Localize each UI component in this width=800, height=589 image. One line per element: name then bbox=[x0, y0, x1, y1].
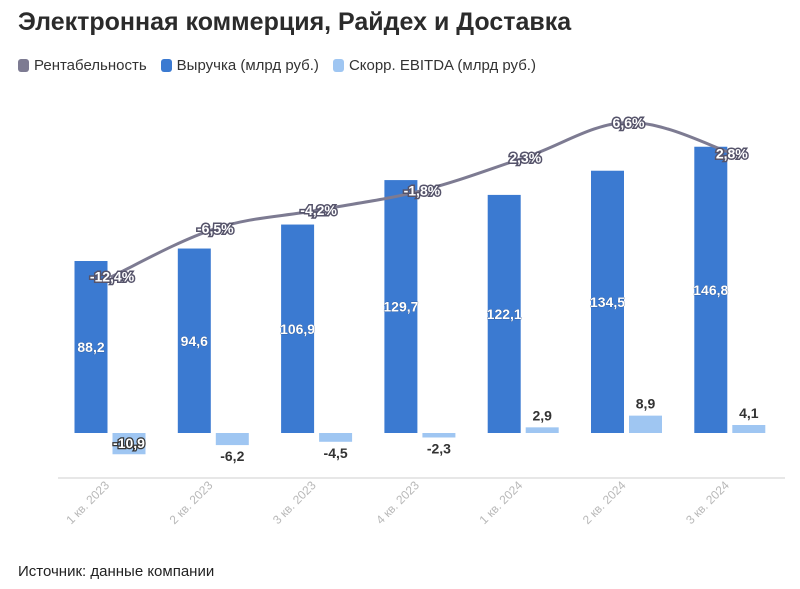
legend-swatch-revenue bbox=[160, 59, 172, 72]
ebitda-label: 4,1 bbox=[739, 405, 759, 421]
ebitda-bar bbox=[422, 433, 456, 438]
x-tick-label: 1 кв. 2024 bbox=[477, 478, 526, 527]
x-tick-label: 4 кв. 2023 bbox=[373, 478, 422, 527]
ebitda-label: 8,9 bbox=[636, 396, 656, 412]
ebitda-label: -2,3 bbox=[427, 440, 451, 456]
revenue-label: 146,8 bbox=[693, 282, 728, 298]
margin-label: -1,8% bbox=[404, 183, 441, 199]
x-tick-label: 3 кв. 2023 bbox=[270, 478, 319, 527]
x-tick-label: 1 кв. 2023 bbox=[63, 478, 112, 527]
legend-item-margin: Рентабельность bbox=[18, 57, 147, 74]
revenue-label: 88,2 bbox=[77, 339, 104, 355]
legend-label-margin: Рентабельность bbox=[34, 57, 147, 74]
revenue-label: 94,6 bbox=[181, 333, 208, 349]
ebitda-bar bbox=[525, 427, 559, 433]
margin-label: -6,5% bbox=[197, 221, 234, 237]
revenue-label: 106,9 bbox=[280, 321, 315, 337]
revenue-label: 122,1 bbox=[487, 306, 522, 322]
x-tick-label: 2 кв. 2024 bbox=[580, 478, 629, 527]
x-tick-label: 2 кв. 2023 bbox=[167, 478, 216, 527]
ebitda-bar bbox=[629, 415, 662, 433]
revenue-bar bbox=[74, 261, 108, 433]
revenue-bar bbox=[694, 146, 728, 434]
legend-swatch-ebitda bbox=[332, 59, 344, 72]
margin-line bbox=[110, 121, 734, 278]
source-note: Источник: данные компании bbox=[18, 563, 215, 580]
chart-title: Электронная коммерция, Райдех и Доставка bbox=[18, 8, 572, 36]
ebitda-label: 2,9 bbox=[532, 407, 552, 423]
ebitda-label: -4,5 bbox=[324, 445, 348, 461]
legend-item-ebitda: Скорр. EBITDA (млрд руб.) bbox=[332, 57, 536, 74]
ebitda-bar bbox=[112, 433, 146, 455]
margin-label: 2,3% bbox=[509, 149, 541, 165]
legend-swatch-margin bbox=[18, 59, 29, 72]
legend: Рентабельность Выручка (млрд руб.) Скорр… bbox=[18, 57, 550, 74]
revenue-label: 134,5 bbox=[590, 294, 625, 310]
ebitda-label: -6,2 bbox=[220, 448, 244, 464]
ebitda-bar bbox=[215, 433, 249, 446]
margin-label: -12,4% bbox=[90, 268, 135, 284]
revenue-bar bbox=[384, 180, 418, 433]
margin-label: 6,6% bbox=[613, 115, 645, 131]
ebitda-bar bbox=[319, 433, 353, 442]
ebitda-label: -10,9 bbox=[113, 435, 145, 451]
legend-label-ebitda: Скорр. EBITDA (млрд руб.) bbox=[348, 57, 536, 74]
legend-label-revenue: Выручка (млрд руб.) bbox=[176, 57, 319, 74]
revenue-bar bbox=[591, 170, 624, 433]
x-tick-label: 3 кв. 2024 bbox=[683, 478, 732, 527]
legend-item-revenue: Выручка (млрд руб.) bbox=[160, 57, 319, 74]
margin-label: 2,8% bbox=[716, 145, 748, 161]
margin-label: -4,2% bbox=[300, 202, 337, 218]
ebitda-bar bbox=[732, 425, 766, 433]
revenue-bar bbox=[281, 224, 315, 433]
revenue-label: 129,7 bbox=[383, 299, 418, 315]
revenue-bar bbox=[487, 194, 521, 433]
revenue-bar bbox=[177, 248, 211, 433]
